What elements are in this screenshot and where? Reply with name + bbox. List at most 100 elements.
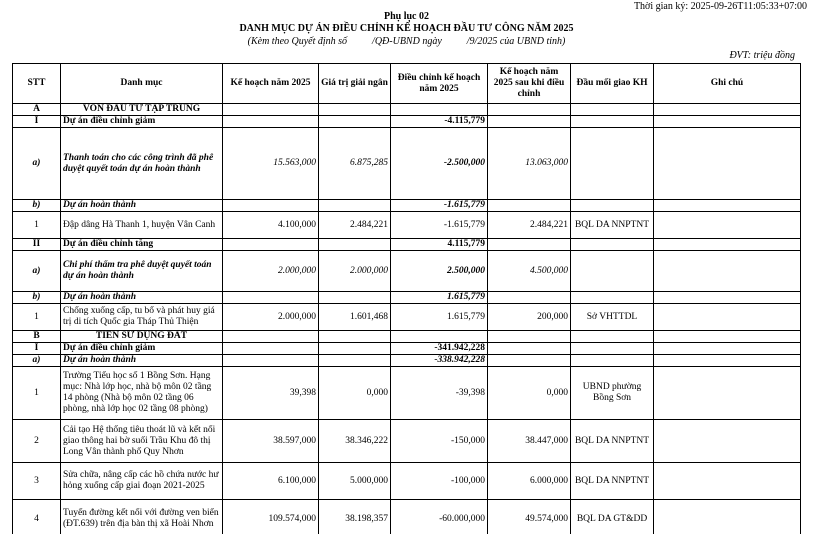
cell-disbursed [318,238,391,251]
cell-adjust [390,330,488,343]
cell-plan-after: 13.063,000 [487,127,571,200]
cell-owner [570,250,654,292]
cell-owner [570,115,654,128]
cell-disbursed: 2.000,000 [318,250,391,292]
cell-disbursed [318,342,391,355]
cell-plan [222,103,319,116]
cell-disbursed [318,115,391,128]
cell-plan-after: 38.447,000 [487,419,571,463]
cell-disbursed: 5.000,000 [318,462,391,500]
cell-name: Sửa chữa, nâng cấp các hồ chứa nước hư h… [60,462,223,500]
cell-plan [222,342,319,355]
cell-note [653,238,801,251]
cell-name: Dự án hoàn thành [60,291,223,304]
cell-disbursed [318,291,391,304]
cell-name: Tuyến đường kết nối với đường ven biển (… [60,499,223,534]
cell-disbursed: 1.601,468 [318,303,391,331]
table-row: 2 Cải tạo Hệ thống tiêu thoát lũ và kết n… [12,419,801,463]
cell-stt: 2 [12,419,61,463]
table-row: II Dự án điều chỉnh tăng 4.115,779 [12,238,801,251]
cell-plan [222,115,319,128]
cell-note [653,462,801,500]
cell-name: Chống xuống cấp, tu bổ và phát huy giá t… [60,303,223,331]
cell-stt: b) [12,199,61,212]
table-row: 1 Chống xuống cấp, tu bổ và phát huy giá … [12,303,801,331]
column-header: Giá trị giải ngân [318,63,391,104]
cell-adjust: 1.615,779 [390,303,488,331]
cell-plan-after: 6.000,000 [487,462,571,500]
cell-owner [570,199,654,212]
cell-note [653,499,801,534]
cell-name: Đập dâng Hà Thanh 1, huyện Vân Canh [60,211,223,239]
cell-stt: 3 [12,462,61,500]
cell-note [653,127,801,200]
cell-owner: UBND phường Bồng Sơn [570,366,654,420]
cell-adjust: -341.942,228 [390,342,488,355]
cell-owner [570,127,654,200]
table-row: 4 Tuyến đường kết nối với đường ven biển … [12,499,801,534]
cell-note [653,342,801,355]
cell-stt: 1 [12,211,61,239]
cell-disbursed: 38.198,357 [318,499,391,534]
cell-name: VỐN ĐẦU TƯ TẬP TRUNG [60,103,223,116]
table-row: b) Dự án hoàn thành -1.615,779 [12,199,801,212]
cell-plan-after [487,103,571,116]
cell-name: Dự án điều chỉnh giảm [60,115,223,128]
cell-plan-after [487,238,571,251]
table-row: a) Thanh toán cho các công trình đã phê d… [12,127,801,200]
cell-disbursed [318,354,391,367]
cell-disbursed [318,330,391,343]
column-header: STT [12,63,61,104]
cell-note [653,115,801,128]
table-row: 1 Trường Tiểu học số 1 Bồng Sơn. Hạng mục… [12,366,801,420]
cell-adjust: -4.115,779 [390,115,488,128]
table-row: B TIỀN SỬ DỤNG ĐẤT [12,330,801,343]
cell-plan-after: 0,000 [487,366,571,420]
cell-stt: I [12,115,61,128]
project-table: STT Danh mục Kế hoạch năm 2025 Giá trị giải… [12,63,801,534]
cell-owner [570,342,654,355]
cell-owner [570,238,654,251]
cell-plan-after [487,199,571,212]
cell-disbursed: 2.484,221 [318,211,391,239]
unit: ĐVT: triệu đồng [729,50,795,61]
cell-adjust [390,103,488,116]
cell-plan-after: 2.484,221 [487,211,571,239]
cell-plan: 15.563,000 [222,127,319,200]
table-row: a) Dự án hoàn thành -338.942,228 [12,354,801,367]
cell-adjust: -39,398 [390,366,488,420]
column-header: Điều chỉnh kế hoạch năm 2025 [390,63,488,104]
cell-note [653,291,801,304]
cell-plan-after: 4.500,000 [487,250,571,292]
cell-adjust: -1.615,779 [390,199,488,212]
table-row: b) Dự án hoàn thành 1.615,779 [12,291,801,304]
cell-plan-after [487,330,571,343]
cell-owner: BQL DA NNPTNT [570,462,654,500]
table-row: I Dự án điều chỉnh giảm -341.942,228 [12,342,801,355]
cell-name: Chi phí thẩm tra phê duyệt quyết toán dự… [60,250,223,292]
cell-note [653,199,801,212]
cell-plan [222,199,319,212]
cell-plan: 2.000,000 [222,303,319,331]
cell-name: Dự án hoàn thành [60,199,223,212]
cell-adjust: -100,000 [390,462,488,500]
cell-note [653,366,801,420]
cell-adjust: 2.500,000 [390,250,488,292]
cell-plan-after [487,291,571,304]
cell-name: Cải tạo Hệ thống tiêu thoát lũ và kết nố… [60,419,223,463]
cell-name: Dự án điều chỉnh giảm [60,342,223,355]
cell-owner [570,103,654,116]
cell-plan: 109.574,000 [222,499,319,534]
subtitle: (Kèm theo Quyết định số /QĐ-UBND ngày /9… [247,36,566,47]
cell-stt: B [12,330,61,343]
cell-stt: b) [12,291,61,304]
cell-name: TIỀN SỬ DỤNG ĐẤT [60,330,223,343]
timestamp: Thời gian ký: 2025-09-26T11:05:33+07:00 [633,1,807,12]
cell-disbursed [318,199,391,212]
cell-plan-after: 49.574,000 [487,499,571,534]
cell-stt: 1 [12,366,61,420]
cell-owner: BQL DA GT&DD [570,499,654,534]
cell-note [653,103,801,116]
cell-owner [570,354,654,367]
